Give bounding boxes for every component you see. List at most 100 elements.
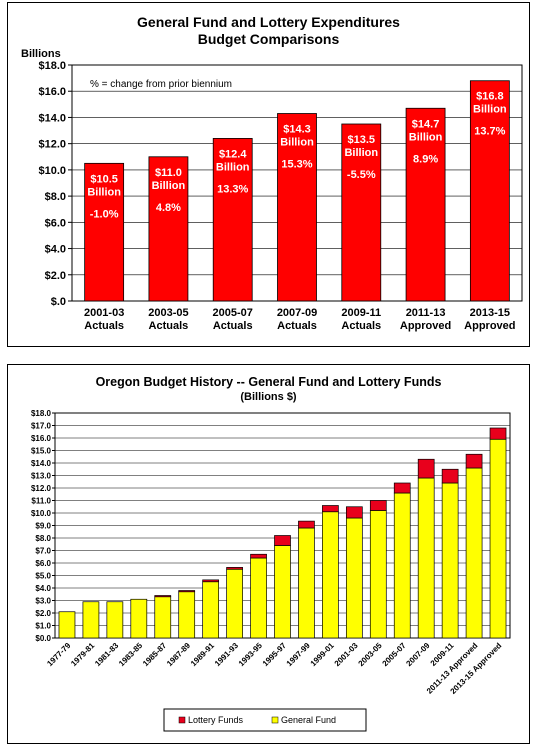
chart1-ytick-label: $4.0 bbox=[45, 244, 66, 256]
chart1-xtick-label: 2007-09 bbox=[277, 307, 317, 319]
chart2-bar-lottery-funds bbox=[465, 453, 483, 469]
chart2-xtick-label: 1979-81 bbox=[69, 641, 97, 669]
chart1-ytick-label: $10.0 bbox=[38, 165, 66, 177]
chart2-bar-general-fund bbox=[489, 438, 507, 639]
chart2-bar-general-fund bbox=[226, 568, 243, 639]
chart2-bar-general-fund bbox=[369, 510, 387, 639]
chart2-bar-general-fund bbox=[274, 545, 291, 639]
chart1-xtick-label: Actuals bbox=[341, 320, 381, 332]
chart2-bar-general-fund bbox=[322, 511, 339, 639]
chart2-legend-label-general: General Fund bbox=[281, 715, 336, 725]
chart2-bar-lottery-funds bbox=[178, 590, 196, 593]
chart2-xtick-label: 2007-09 bbox=[404, 641, 432, 669]
chart1-xtick-label: 2011-13 bbox=[406, 307, 446, 319]
chart1-ytick-label: $.0 bbox=[51, 296, 66, 308]
chart2-ytick-label: $18.0 bbox=[31, 409, 52, 418]
chart1-xtick-label: Actuals bbox=[213, 320, 253, 332]
chart2-bar-lottery-funds bbox=[345, 506, 363, 519]
chart2-ytick-label: $8.0 bbox=[35, 534, 51, 543]
chart2-bar-general-fund bbox=[202, 581, 220, 639]
chart1-xtick-label: Approved bbox=[464, 320, 515, 332]
chart2-bar-lottery-funds bbox=[274, 535, 291, 546]
chart2-bar-general-fund bbox=[82, 601, 100, 639]
chart2-ytick-label: $14.0 bbox=[31, 459, 52, 468]
chart1-xtick-label: 2013-15 bbox=[470, 307, 510, 319]
chart2-bar-lottery-funds bbox=[298, 520, 315, 529]
chart2-legend-swatch-general bbox=[271, 716, 279, 724]
chart1-ytick-label: $14.0 bbox=[38, 112, 66, 124]
chart2-xtick-label: 2005-07 bbox=[381, 641, 409, 669]
chart2-xtick-label: 1995-97 bbox=[261, 641, 289, 669]
chart2-bar-general-fund bbox=[441, 482, 459, 639]
chart1-value-label: $16.8 Billion bbox=[473, 91, 507, 116]
chart2-bar-lottery-funds bbox=[369, 500, 387, 511]
chart2-svg: $0.0 $1.0 $2.0 $3.0 $4.0 $5.0 $6.0 $7.0 $8.0 $9.0… bbox=[31, 409, 511, 732]
chart2-ytick-label: $1.0 bbox=[35, 622, 51, 631]
chart1-pct-label: 8.9% bbox=[413, 153, 438, 165]
chart2-ytick-label: $12.0 bbox=[31, 484, 52, 493]
chart1-annotation: % = change from prior biennium bbox=[90, 79, 232, 90]
chart1-subtitle: Budget Comparisons bbox=[197, 31, 340, 47]
chart2-ytick-label: $11.0 bbox=[31, 497, 51, 506]
chart1-svg: Billions $.0 $2.0 $4.0 $6.0 $8.0 $10.0 $12.0 $14… bbox=[21, 48, 523, 332]
chart2-bar-general-fund bbox=[298, 527, 315, 639]
chart1-xtick-label: 2003-05 bbox=[148, 307, 188, 319]
chart2-bar-general-fund bbox=[417, 477, 435, 639]
chart2-ytick-label: $16.0 bbox=[31, 434, 52, 443]
chart1-pct-label: 4.8% bbox=[156, 202, 181, 214]
chart1-value-label: $11.0 Billion bbox=[152, 167, 186, 192]
chart2-bar-general-fund bbox=[106, 601, 124, 639]
chart2-xtick-label: 2003-05 bbox=[357, 641, 385, 669]
chart2-subtitle: (Billions $) bbox=[240, 391, 297, 403]
chart1-value-label: $14.7 Billion bbox=[409, 118, 443, 143]
chart2-bar-lottery-funds bbox=[154, 595, 172, 598]
chart2-xtick-label: 1997-99 bbox=[285, 641, 313, 669]
chart2-bar-lottery-funds bbox=[202, 579, 220, 583]
chart2-bar-general-fund bbox=[58, 611, 76, 639]
chart1-value-label: $14.3 Billion bbox=[280, 124, 314, 149]
chart2-bar-general-fund bbox=[250, 557, 267, 639]
chart1-ytick-label: $6.0 bbox=[45, 217, 66, 229]
chart2-ytick-label: $6.0 bbox=[35, 559, 51, 568]
chart2-xtick-label: 2001-03 bbox=[333, 641, 361, 669]
chart1-pct-label: 13.3% bbox=[217, 183, 248, 195]
chart2-ytick-label: $15.0 bbox=[31, 447, 52, 456]
chart2-title: Oregon Budget History -- General Fund an… bbox=[95, 375, 442, 389]
chart2-xtick-label: 1989-91 bbox=[189, 641, 217, 669]
chart1-bar bbox=[148, 156, 189, 302]
chart1-xtick-label: Actuals bbox=[277, 320, 317, 332]
chart2-xtick-label: 1983-85 bbox=[117, 641, 145, 669]
chart2-bar-lottery-funds bbox=[441, 468, 459, 484]
chart2-xtick-label: 1981-83 bbox=[93, 641, 121, 669]
chart2-xtick-label: 1993-95 bbox=[237, 641, 265, 669]
chart2-legend-box bbox=[163, 708, 367, 732]
chart1-xtick-label: 2005-07 bbox=[213, 307, 253, 319]
chart1-ytick-label: $2.0 bbox=[45, 270, 66, 282]
chart1-pct-label: -5.5% bbox=[347, 169, 376, 181]
chart2-legend-swatch-lottery bbox=[178, 716, 186, 724]
chart1-bar bbox=[469, 80, 510, 302]
budget-history-panel: Oregon Budget History -- General Fund an… bbox=[7, 364, 530, 744]
chart1-xtick-label: 2001-03 bbox=[84, 307, 124, 319]
chart2-bar-general-fund bbox=[154, 596, 172, 639]
chart1-value-label: $12.4 Billion bbox=[216, 148, 250, 173]
chart1-pct-label: 15.3% bbox=[281, 159, 312, 171]
chart1-xtick-label: 2009-11 bbox=[341, 307, 381, 319]
chart1-bar bbox=[405, 107, 446, 302]
chart2-bar-lottery-funds bbox=[250, 553, 267, 559]
chart1-ylabel: Billions bbox=[21, 48, 61, 60]
chart1-value-label: $13.5 Billion bbox=[344, 134, 378, 159]
chart2-ytick-label: $2.0 bbox=[35, 609, 51, 618]
chart2-ytick-label: $13.0 bbox=[31, 472, 52, 481]
chart2-bar-general-fund bbox=[345, 517, 363, 639]
chart2-ytick-label: $7.0 bbox=[35, 547, 51, 556]
chart2-bar-general-fund bbox=[393, 492, 411, 639]
chart2-bar-lottery-funds bbox=[393, 482, 411, 494]
chart1-xtick-label: Approved bbox=[400, 320, 451, 332]
chart2-ytick-label: $10.0 bbox=[31, 509, 52, 518]
chart2-bar-lottery-funds bbox=[226, 567, 243, 570]
chart2-bar-general-fund bbox=[465, 467, 483, 639]
chart2-ytick-label: $17.0 bbox=[31, 422, 52, 431]
chart1-value-label: $10.5 Billion bbox=[87, 173, 121, 198]
chart2-bar-lottery-funds bbox=[489, 427, 507, 440]
